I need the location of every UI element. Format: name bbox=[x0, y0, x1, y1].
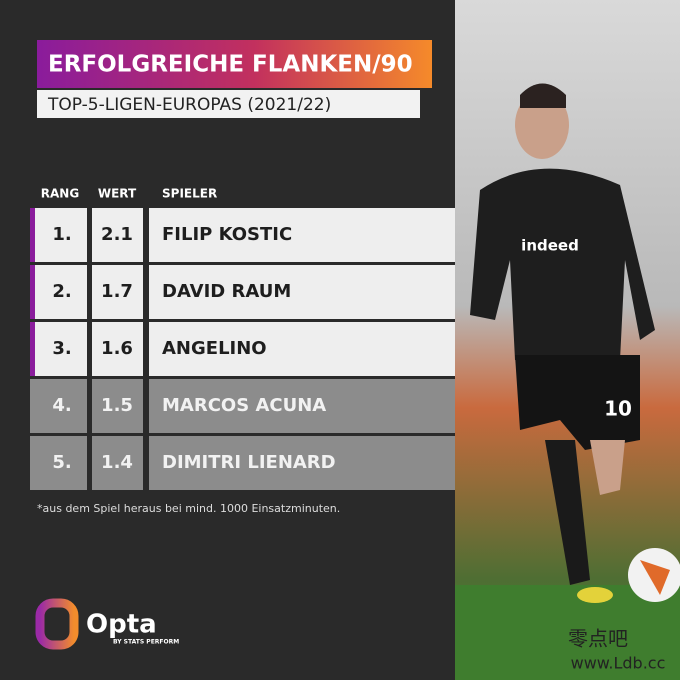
rank-cell bbox=[30, 379, 87, 433]
subtitle: TOP-5-LIGEN-EUROPAS (2021/22) bbox=[47, 95, 331, 115]
player-silhouette: indeed 10 bbox=[470, 83, 680, 603]
title: ERFOLGREICHE FLANKEN/90 bbox=[48, 52, 413, 78]
column-header: RANG bbox=[41, 187, 79, 201]
svg-text:10: 10 bbox=[604, 397, 632, 421]
svg-text:indeed: indeed bbox=[521, 237, 579, 255]
value: 2.1 bbox=[101, 224, 133, 245]
subtitle-box bbox=[37, 90, 420, 118]
accent bbox=[30, 265, 35, 319]
grass bbox=[455, 585, 680, 680]
rank: 3. bbox=[52, 338, 71, 359]
logo-icon bbox=[35, 598, 79, 650]
accent bbox=[30, 322, 35, 376]
rank: 1. bbox=[52, 224, 71, 245]
rank-cell bbox=[30, 436, 87, 490]
value-cell bbox=[92, 379, 143, 433]
name-cell bbox=[149, 265, 455, 319]
name-cell bbox=[149, 208, 455, 262]
column-header: WERT bbox=[98, 187, 137, 201]
rank-cell bbox=[30, 265, 87, 319]
title-banner bbox=[37, 40, 432, 88]
rank-cell bbox=[30, 208, 87, 262]
logo-name: Opta bbox=[86, 610, 157, 640]
column-header: SPIELER bbox=[162, 187, 217, 201]
watermark-name: 零点吧 bbox=[568, 627, 628, 651]
footnote: *aus dem Spiel heraus bei mind. 1000 Ein… bbox=[37, 502, 340, 515]
value: 1.5 bbox=[101, 395, 133, 416]
player: ANGELINO bbox=[162, 338, 267, 359]
rank: 2. bbox=[52, 281, 71, 302]
value: 1.7 bbox=[101, 281, 133, 302]
rank-cell bbox=[30, 322, 87, 376]
value: 1.6 bbox=[101, 338, 133, 359]
watermark-url: www.Ldb.cc bbox=[571, 654, 666, 673]
name-cell bbox=[149, 322, 455, 376]
value-cell bbox=[92, 436, 143, 490]
name-cell bbox=[149, 379, 455, 433]
name-cell bbox=[149, 436, 455, 490]
player: DAVID RAUM bbox=[162, 281, 291, 302]
rank: 5. bbox=[52, 452, 71, 473]
logo-tagline: BY STATS PERFORM bbox=[113, 639, 179, 646]
player: MARCOS ACUNA bbox=[162, 395, 326, 416]
accent bbox=[30, 208, 35, 262]
value-cell bbox=[92, 265, 143, 319]
value: 1.4 bbox=[101, 452, 133, 473]
value-cell bbox=[92, 322, 143, 376]
player: FILIP KOSTIC bbox=[162, 224, 292, 245]
table-rows: 1. 2.1 FILIP KOSTIC 2. 1.7 DAVID RAUM 3. 1.6 ANG… bbox=[30, 208, 455, 490]
player: DIMITRI LIENARD bbox=[162, 452, 336, 473]
rank: 4. bbox=[52, 395, 71, 416]
value-cell bbox=[92, 208, 143, 262]
